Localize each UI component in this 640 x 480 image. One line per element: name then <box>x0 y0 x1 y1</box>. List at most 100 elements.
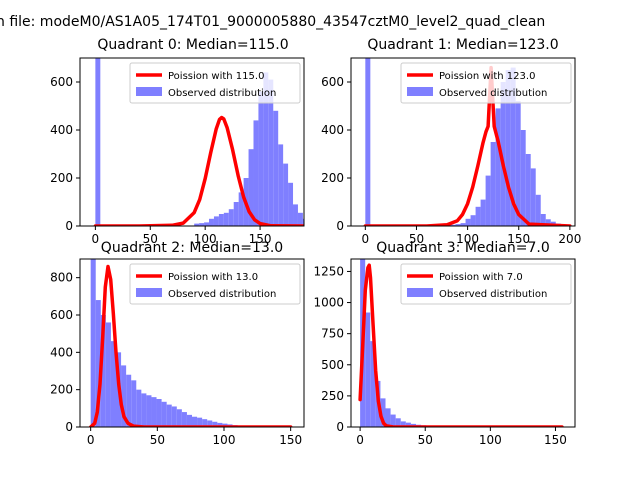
histogram-bar <box>218 214 224 226</box>
y-tick-label: 400 <box>50 345 73 359</box>
legend-label: Observed distribution <box>439 289 547 300</box>
histogram-bar <box>400 421 406 427</box>
histogram-bar <box>485 175 491 226</box>
legend-patch-swatch <box>136 87 162 96</box>
x-tick-label: 200 <box>558 232 581 246</box>
y-tick-label: 0 <box>65 219 73 233</box>
x-tick-label: 100 <box>479 433 502 447</box>
x-tick-label: 50 <box>418 433 433 447</box>
histogram-bar <box>470 215 476 226</box>
y-tick-label: 200 <box>50 383 73 397</box>
histogram-bar <box>455 224 461 226</box>
histogram-bar <box>126 374 132 427</box>
y-tick-label: 200 <box>50 171 73 185</box>
histogram-bar <box>308 221 313 226</box>
histogram-bar <box>365 58 371 226</box>
x-tick-label: 150 <box>544 433 567 447</box>
histogram-bar <box>323 225 328 226</box>
histogram-bar <box>136 389 142 427</box>
histogram-bar <box>171 406 177 427</box>
histogram-bar <box>395 418 401 427</box>
histogram-bar <box>365 312 371 427</box>
histogram-bar <box>207 420 213 427</box>
histogram-bar <box>228 209 234 226</box>
histogram-bar <box>194 223 200 226</box>
legend-patch-swatch <box>407 288 433 297</box>
subplot-title: Quadrant 1: Median=123.0 <box>367 37 558 53</box>
x-tick-label: 0 <box>87 433 95 447</box>
histogram-bar <box>263 72 269 226</box>
histogram-bar <box>545 219 551 226</box>
subplot-quadrant-0: Quadrant 0: Median=115.0 0 50 100 150 0 200 40… <box>50 37 328 246</box>
histogram-bar <box>233 202 239 226</box>
histogram-bar <box>248 149 254 226</box>
histogram-bar <box>176 409 182 427</box>
subplot-quadrant-2: 0 50 100 150 0 200 400 600 800 Poission with 13.0… <box>50 258 305 447</box>
x-tick-label: 50 <box>143 232 158 246</box>
legend-label: Poission with 7.0 <box>439 272 523 283</box>
histogram-bar <box>480 199 486 226</box>
x-tick-label: 100 <box>194 232 217 246</box>
poisson-line <box>88 264 293 427</box>
x-tick-label: 0 <box>356 433 364 447</box>
x-tick-label: 150 <box>507 232 530 246</box>
legend-label: Observed distribution <box>168 88 276 99</box>
histogram-bar <box>283 163 289 226</box>
histogram-bar <box>505 70 511 226</box>
axes-frame <box>350 57 576 227</box>
histogram-bar <box>475 206 481 226</box>
histogram-bar <box>258 91 264 226</box>
y-tick-label: 600 <box>50 75 73 89</box>
legend: Poission with 123.0 Observed distribution <box>400 62 572 104</box>
histogram-bar <box>288 182 294 226</box>
histogram-bar <box>121 365 127 427</box>
histogram-bar <box>238 192 244 226</box>
legend-label: Poission with 115.0 <box>168 71 264 82</box>
axes-frame <box>79 258 305 428</box>
histogram-bar <box>535 194 541 226</box>
histogram-bar <box>450 224 456 226</box>
y-tick-label: 600 <box>50 308 73 322</box>
histogram-bar <box>213 216 219 226</box>
histogram-bar <box>525 154 531 226</box>
y-tick-label: 0 <box>65 420 73 434</box>
y-tick-label: 400 <box>50 123 73 137</box>
histogram-bar <box>297 212 303 226</box>
histogram-bar <box>161 401 167 427</box>
legend-label: Observed distribution <box>168 289 276 300</box>
legend-patch-swatch <box>136 288 162 297</box>
x-tick-label: 50 <box>409 232 424 246</box>
poisson-line <box>93 115 304 226</box>
histogram-bar <box>186 414 192 427</box>
histogram-bar <box>141 393 147 427</box>
histogram-bar <box>217 422 223 427</box>
axes-frame <box>79 57 305 227</box>
histogram-bar <box>192 416 198 427</box>
legend: Poission with 13.0 Observed distribution <box>129 263 301 305</box>
legend-label: Poission with 13.0 <box>168 272 258 283</box>
poisson-line <box>363 65 572 226</box>
y-tick-label: 0 <box>336 420 344 434</box>
histogram-bar <box>95 58 101 226</box>
histogram-bar <box>131 380 137 427</box>
histogram-bar <box>90 259 96 427</box>
histogram-bar <box>500 82 506 226</box>
x-tick-label: 0 <box>92 232 100 246</box>
y-tick-label: 500 <box>321 358 344 372</box>
subplot-quadrant-1: Quadrant 1: Median=123.0 0 50 100 150 200 0 20… <box>321 37 581 246</box>
histogram-bar <box>293 204 298 226</box>
figure-suptitle: n file: modeM0/AS1A05_174T01_9000005880_… <box>0 14 545 30</box>
histogram-bar <box>199 223 205 226</box>
histogram-bar <box>510 67 516 226</box>
y-tick-label: 250 <box>321 389 344 403</box>
histogram-bar <box>197 417 203 427</box>
histogram-bar <box>405 422 411 427</box>
y-tick-label: 1000 <box>313 296 344 310</box>
histogram-bar <box>460 223 466 226</box>
y-tick-label: 600 <box>321 75 344 89</box>
histogram-bar <box>313 223 318 226</box>
histogram-bar <box>278 144 284 226</box>
subplot-quadrant-3: 0 50 100 150 0 250 500 750 1000 1250 Poission with… <box>313 258 576 447</box>
y-tick-label: 750 <box>321 327 344 341</box>
histogram-bar <box>100 315 106 427</box>
